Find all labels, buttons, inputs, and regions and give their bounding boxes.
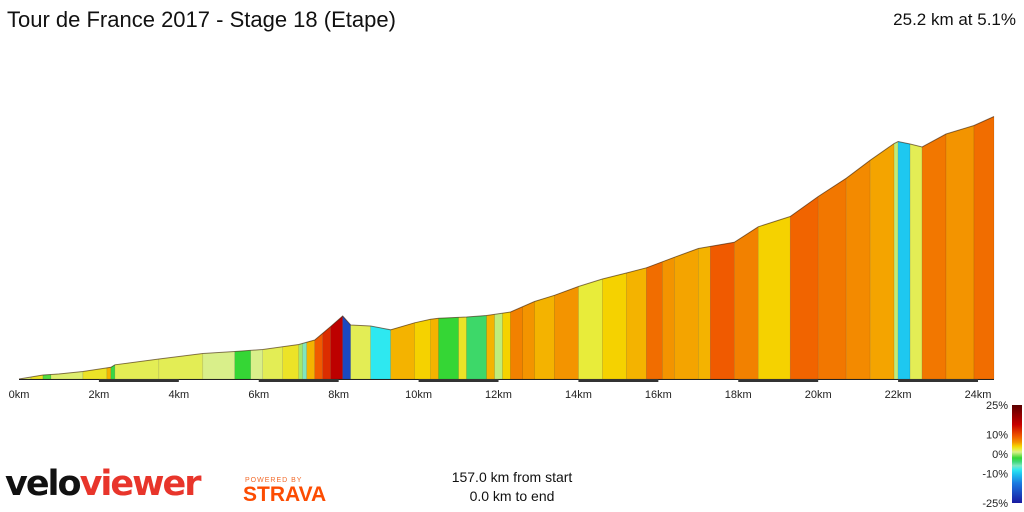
gradient-segment xyxy=(502,311,511,380)
climb-summary: 25.2 km at 5.1% xyxy=(893,10,1016,29)
gradient-segment xyxy=(578,278,603,380)
gradient-segment xyxy=(757,216,791,380)
gradient-segment xyxy=(234,350,252,380)
x-tick-label: 0km xyxy=(9,389,30,401)
logo-powered-by: POWERED BY xyxy=(245,477,303,484)
x-tick-label: 18km xyxy=(725,389,752,401)
chart-title: Tour de France 2017 - Stage 18 (Etape) xyxy=(7,7,396,32)
x-tick-label: 24km xyxy=(965,389,992,401)
gradient-segment xyxy=(302,341,307,380)
gradient-segment xyxy=(909,143,923,380)
gradient-segment xyxy=(250,349,263,380)
gradient-segment xyxy=(262,346,283,380)
km-band-marker xyxy=(258,379,339,382)
gradient-segment xyxy=(534,294,555,380)
gradient-segment xyxy=(602,272,627,380)
gradient-segment xyxy=(662,256,675,380)
gradient-segment xyxy=(50,371,84,380)
km-band-marker xyxy=(418,379,499,382)
gradient-segment xyxy=(158,353,204,380)
gradient-segment xyxy=(466,315,487,380)
x-tick-label: 6km xyxy=(248,389,269,401)
gradient-segment xyxy=(646,261,663,380)
distance-from-start: 157.0 km from start xyxy=(451,469,573,485)
legend-tick-label: 25% xyxy=(986,400,1008,412)
legend-color-bar xyxy=(1012,405,1022,503)
gradient-fill-layer xyxy=(18,116,995,380)
gradient-segment xyxy=(486,314,495,380)
gradient-segment xyxy=(921,133,947,380)
km-band-marker xyxy=(898,379,979,382)
logo-velo-text: velo xyxy=(5,464,82,504)
gradient-segment xyxy=(626,267,647,380)
gradient-segment xyxy=(430,317,439,380)
gradient-segment xyxy=(414,318,431,380)
x-tick-label: 22km xyxy=(885,389,912,401)
gradient-segment xyxy=(298,343,303,380)
gradient-legend: 25% 10% 0% -10% -25% xyxy=(982,400,1022,510)
gradient-segment xyxy=(973,116,995,380)
gradient-segment xyxy=(710,241,735,380)
gradient-segment xyxy=(674,248,699,380)
x-tick-label: 16km xyxy=(645,389,672,401)
km-band-marker xyxy=(738,379,819,382)
x-tick-label: 20km xyxy=(805,389,832,401)
gradient-segment xyxy=(945,125,975,380)
gradient-segment xyxy=(202,351,236,380)
logo-viewer-text: viewer xyxy=(79,464,202,504)
strava-logo: STRAVA xyxy=(243,483,327,506)
gradient-segment xyxy=(522,301,535,380)
x-tick-label: 2km xyxy=(89,389,110,401)
legend-tick-label: -10% xyxy=(982,469,1008,481)
x-tick-label: 8km xyxy=(328,389,349,401)
gradient-segment xyxy=(893,141,899,380)
gradient-segment xyxy=(869,143,895,380)
distance-to-end: 0.0 km to end xyxy=(469,488,555,504)
gradient-segment xyxy=(789,196,819,380)
gradient-segment xyxy=(106,366,112,380)
gradient-segment xyxy=(845,159,871,380)
x-tick-label: 12km xyxy=(485,389,512,401)
gradient-segment xyxy=(817,177,847,380)
x-tick-label: 10km xyxy=(405,389,432,401)
km-band-marker xyxy=(578,379,659,382)
gradient-segment xyxy=(897,141,911,380)
gradient-segment xyxy=(438,317,459,380)
gradient-segment xyxy=(734,226,759,380)
gradient-segment xyxy=(390,322,415,380)
profile-line xyxy=(18,116,995,380)
gradient-segment xyxy=(458,316,467,380)
gradient-segment xyxy=(282,344,299,380)
gradient-segment xyxy=(698,246,711,380)
gradient-segment xyxy=(322,325,331,380)
gradient-segment xyxy=(306,339,315,380)
logo-wordmark: veloviewer xyxy=(5,464,202,504)
legend-tick-label: 10% xyxy=(986,429,1008,441)
x-tick-label: 4km xyxy=(168,389,189,401)
gradient-segment xyxy=(342,315,351,380)
x-axis: 0km 2km 4km 6km 8km 10km 12km 14km 16km 18km 20km 2… xyxy=(9,379,994,401)
gradient-segment xyxy=(510,306,523,380)
gradient-segment xyxy=(350,324,371,380)
legend-tick-label: 0% xyxy=(992,449,1008,461)
legend-tick-label: -25% xyxy=(982,498,1008,510)
km-band-marker xyxy=(98,379,179,382)
profile-outline-layer xyxy=(18,116,995,380)
gradient-segment xyxy=(554,286,579,380)
gradient-segment xyxy=(314,332,323,380)
gradient-segment xyxy=(494,312,503,380)
position-readout: 157.0 km from start 0.0 km to end xyxy=(412,468,612,506)
x-tick-label: 14km xyxy=(565,389,592,401)
gradient-segment xyxy=(370,325,391,380)
